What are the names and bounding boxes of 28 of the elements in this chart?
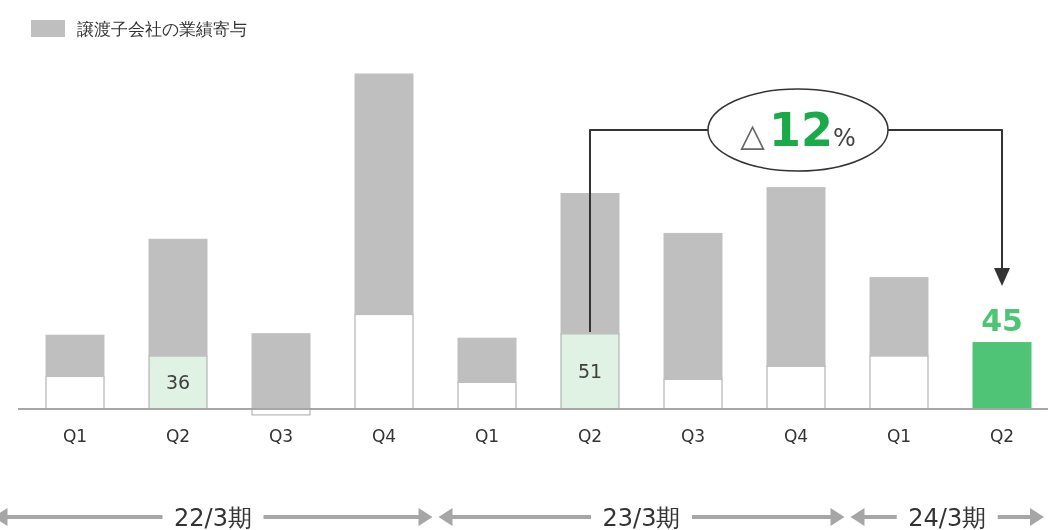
bar [148, 238, 208, 357]
x-tick-label: Q2 [577, 426, 603, 446]
x-tick-label: Q2 [165, 426, 191, 446]
data-label: 45 [981, 302, 1023, 338]
bar [869, 277, 929, 357]
text: 24/3期 [908, 504, 987, 530]
text: 22/3期 [174, 504, 252, 530]
bar [560, 193, 620, 335]
bar [766, 187, 826, 367]
bar [457, 337, 517, 383]
data-label: 51 [577, 360, 603, 383]
bar [354, 73, 414, 316]
bar [663, 232, 723, 380]
x-tick-label: Q4 [783, 426, 809, 446]
x-tick-label: Q2 [989, 426, 1015, 446]
x-tick-label: Q3 [680, 426, 706, 446]
x-tick-label: Q1 [474, 426, 500, 446]
x-tick-label: Q4 [371, 426, 397, 446]
x-tick-label: Q3 [268, 426, 294, 446]
bar [45, 334, 105, 378]
text: 23/3期 [602, 504, 681, 530]
bar [972, 342, 1032, 410]
bar [251, 333, 311, 410]
x-tick-label: Q1 [62, 426, 88, 446]
annotation: △12% [740, 103, 856, 157]
legend-label: 譲渡子会社の業績寄与 [77, 19, 247, 39]
data-label: 36 [165, 371, 191, 394]
x-tick-label: Q1 [886, 426, 912, 446]
